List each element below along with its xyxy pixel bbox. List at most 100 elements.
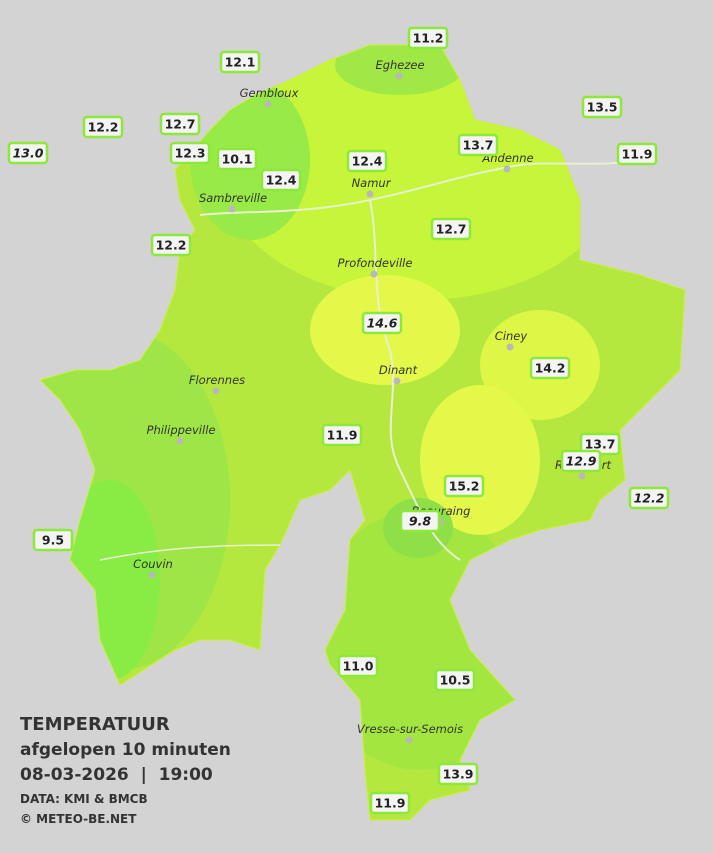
stations: 12.1 11.2 12.2 12.7 13.0 12.3 10.1 12.4 12.4 13.7… bbox=[7, 26, 670, 815]
station-value: 12.9 bbox=[566, 454, 597, 469]
station-box bbox=[219, 50, 261, 74]
legend-title: TEMPERATUUR bbox=[20, 714, 170, 735]
river bbox=[99, 544, 281, 561]
station-value: 10.1 bbox=[222, 152, 253, 167]
station-box bbox=[443, 474, 485, 498]
cities: EghezeeGemblouxAndenneNamurSambrevillePr… bbox=[133, 58, 612, 744]
station-box bbox=[337, 654, 379, 678]
station-value: 11.9 bbox=[622, 147, 653, 162]
city-dot bbox=[366, 190, 374, 198]
city-label: Florennes bbox=[189, 373, 245, 387]
station: 12.4 bbox=[346, 149, 388, 173]
legend-credit: © METEO-BE.NET bbox=[20, 812, 137, 826]
legend-subtitle: afgelopen 10 minuten bbox=[20, 740, 231, 760]
station-box bbox=[32, 528, 74, 552]
station-value: 12.4 bbox=[266, 173, 297, 188]
station-value: 12.4 bbox=[352, 154, 383, 169]
station: 11.9 bbox=[369, 791, 411, 815]
station-value: 13.7 bbox=[463, 138, 494, 153]
city-label: Philippeville bbox=[147, 423, 216, 437]
station-value: 13.5 bbox=[587, 100, 618, 115]
station: 14.6 bbox=[361, 311, 403, 335]
station-box bbox=[216, 147, 258, 171]
station-box bbox=[457, 133, 499, 157]
station: 10.1 bbox=[216, 147, 258, 171]
station-box bbox=[437, 762, 479, 786]
station: 12.2 bbox=[628, 486, 670, 510]
city-label: Gembloux bbox=[240, 86, 299, 100]
station-value: 14.6 bbox=[367, 316, 398, 331]
station-value: 14.2 bbox=[535, 361, 566, 376]
legend-source: DATA: KMI & BMCB bbox=[20, 792, 148, 806]
city-dot bbox=[506, 343, 514, 351]
station-value: 12.2 bbox=[634, 491, 665, 506]
station-value: 9.8 bbox=[409, 514, 431, 529]
city-dot bbox=[395, 72, 403, 80]
station-box bbox=[321, 423, 363, 447]
station: 12.2 bbox=[82, 115, 124, 139]
station-value: 12.7 bbox=[436, 222, 467, 237]
station-box bbox=[628, 486, 670, 510]
station-box bbox=[346, 149, 388, 173]
station: 11.9 bbox=[321, 423, 363, 447]
station: 12.7 bbox=[430, 217, 472, 241]
station: 15.2 bbox=[443, 474, 485, 498]
station-value: 12.2 bbox=[156, 238, 187, 253]
city-dot bbox=[176, 437, 184, 445]
station-value: 10.5 bbox=[440, 673, 471, 688]
station-box bbox=[159, 112, 201, 136]
legend-timestamp: 08-03-2026 | 19:00 bbox=[20, 765, 213, 785]
station-value: 11.2 bbox=[413, 31, 444, 46]
station-box bbox=[529, 356, 571, 380]
station-value: 13.0 bbox=[13, 146, 44, 161]
city-label: Profondeville bbox=[338, 256, 413, 270]
station-value: 12.1 bbox=[225, 55, 256, 70]
city-label: Dinant bbox=[379, 363, 418, 377]
station: 13.9 bbox=[437, 762, 479, 786]
station: 12.9 bbox=[560, 449, 602, 473]
station: 13.5 bbox=[581, 95, 623, 119]
station-box bbox=[150, 233, 192, 257]
station: 11.9 bbox=[616, 142, 658, 166]
station-box bbox=[7, 141, 49, 165]
station-value: 13.7 bbox=[585, 437, 616, 452]
station-value: 15.2 bbox=[449, 479, 480, 494]
station: 11.0 bbox=[337, 654, 379, 678]
city-label: Vresse-sur-Semois bbox=[357, 722, 463, 736]
station-box bbox=[369, 791, 411, 815]
station-box bbox=[361, 311, 403, 335]
city-dot bbox=[148, 571, 156, 579]
station-value: 12.2 bbox=[88, 120, 119, 135]
station-value: 11.9 bbox=[327, 428, 358, 443]
station-value: 11.0 bbox=[343, 659, 374, 674]
city-dot bbox=[393, 377, 401, 385]
station-box bbox=[169, 141, 211, 165]
station: 10.5 bbox=[434, 668, 476, 692]
station-box bbox=[407, 26, 449, 50]
river bbox=[199, 154, 651, 216]
station: 9.8 bbox=[399, 509, 441, 533]
station-box bbox=[430, 217, 472, 241]
city-label: Eghezee bbox=[375, 58, 424, 72]
station: 9.5 bbox=[32, 528, 74, 552]
city-dot bbox=[228, 205, 236, 213]
city-dot bbox=[405, 736, 413, 744]
city-label: Ciney bbox=[495, 329, 528, 343]
city-label: Couvin bbox=[133, 557, 173, 571]
station-box bbox=[560, 449, 602, 473]
station-box bbox=[616, 142, 658, 166]
city-dot bbox=[370, 270, 378, 278]
station: 14.2 bbox=[529, 356, 571, 380]
city-dot bbox=[264, 100, 272, 108]
station-box bbox=[581, 95, 623, 119]
station: 12.3 bbox=[169, 141, 211, 165]
station: 11.2 bbox=[407, 26, 449, 50]
city-label: Namur bbox=[352, 176, 392, 190]
station: 12.2 bbox=[150, 233, 192, 257]
station-value: 13.9 bbox=[443, 767, 474, 782]
station-box bbox=[260, 168, 302, 192]
station: 12.4 bbox=[260, 168, 302, 192]
city-label: Sambreville bbox=[199, 191, 267, 205]
station-box bbox=[82, 115, 124, 139]
